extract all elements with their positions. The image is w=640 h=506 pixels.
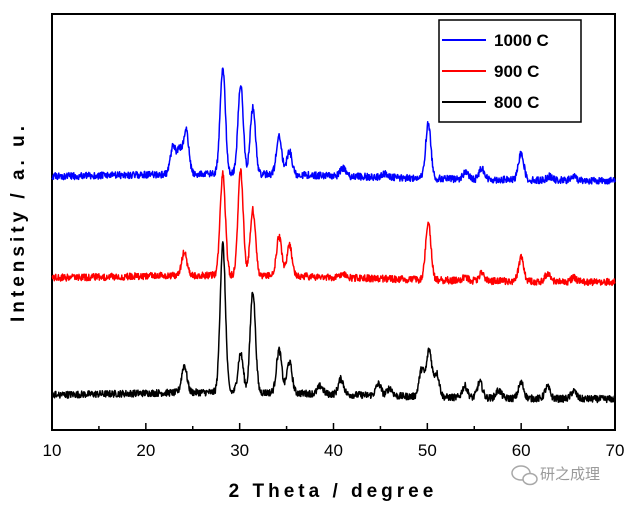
y-axis-label: Intensity / a. u. bbox=[8, 122, 29, 322]
watermark-text: 研之成理 bbox=[540, 465, 600, 483]
series-line-800c bbox=[51, 241, 616, 404]
legend: 1000 C 900 C 800 C bbox=[438, 19, 582, 123]
legend-label-900c: 900 C bbox=[494, 62, 539, 81]
watermark: 研之成理 bbox=[511, 465, 600, 486]
x-tick-label: 20 bbox=[136, 441, 155, 460]
series-line-900c bbox=[51, 168, 616, 287]
wechat-icon bbox=[511, 465, 538, 486]
x-tick-label: 60 bbox=[512, 441, 531, 460]
legend-label-800c: 800 C bbox=[494, 93, 539, 112]
legend-label-1000c: 1000 C bbox=[494, 31, 549, 50]
series-line-1000c bbox=[51, 67, 616, 185]
x-axis-label: 2 Theta / degree bbox=[229, 481, 438, 502]
x-tick-label: 30 bbox=[230, 441, 249, 460]
x-tick-label: 70 bbox=[606, 441, 625, 460]
x-tick-label: 40 bbox=[324, 441, 343, 460]
x-axis-ticks: 10 20 30 40 50 60 70 bbox=[43, 423, 625, 460]
x-tick-label: 10 bbox=[43, 441, 62, 460]
series-layer bbox=[51, 67, 616, 404]
x-tick-label: 50 bbox=[418, 441, 437, 460]
